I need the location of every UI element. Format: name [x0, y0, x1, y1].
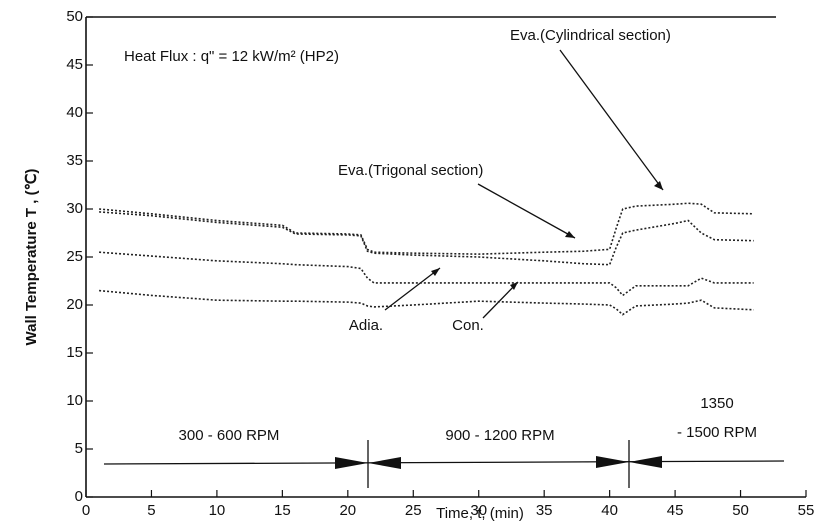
y-tick-label: 50 [66, 8, 83, 25]
x-tick-label: 15 [274, 502, 291, 519]
y-tick-label: 30 [66, 200, 83, 217]
y-tick-label: 35 [66, 152, 83, 169]
x-tick-label: 45 [667, 502, 684, 519]
y-axis-label: Wall Temperature T , (℃) [23, 169, 40, 346]
y-tick-label: 25 [66, 248, 83, 265]
y-tick-label: 15 [66, 344, 83, 361]
arrow-head [654, 181, 663, 190]
arrow-head [596, 456, 629, 468]
series-label: Eva.(Trigonal section) [338, 162, 483, 179]
x-tick-label: 55 [798, 502, 815, 519]
x-tick-label: 10 [209, 502, 226, 519]
y-tick-label: 10 [66, 392, 83, 409]
x-tick-label: 20 [339, 502, 356, 519]
arrow-head [431, 268, 440, 276]
data-line [99, 211, 754, 266]
data-line [99, 202, 754, 255]
x-axis-label: Time, t, (min) [436, 505, 524, 522]
arrow [482, 281, 519, 319]
annotation: 300 - 600 RPM [179, 427, 280, 444]
arrow-head [368, 457, 401, 469]
annotation: - 1500 RPM [677, 424, 757, 441]
arrow [559, 49, 664, 191]
callout-arrows [384, 49, 664, 319]
x-tick-label: 35 [536, 502, 553, 519]
annotation: Heat Flux : q" = 12 kW/m² (HP2) [124, 48, 339, 65]
series-label: Eva.(Cylindrical section) [510, 27, 671, 44]
series-label: Adia. [349, 317, 383, 334]
x-tick-label: 5 [147, 502, 155, 519]
y-tick-label: 0 [75, 488, 83, 505]
arrow-head [565, 231, 575, 238]
y-tick-label: 40 [66, 104, 83, 121]
x-tick-label: 40 [601, 502, 618, 519]
arrow-head [629, 456, 662, 468]
x-tick-label: 0 [82, 502, 90, 519]
annotation: 900 - 1200 RPM [445, 427, 554, 444]
arrow-head [510, 282, 518, 290]
series-label: Con. [452, 317, 484, 334]
y-tick-label: 45 [66, 56, 83, 73]
annotation: 1350 [700, 395, 733, 412]
x-tick-label: 30 [470, 502, 487, 519]
arrow [477, 183, 576, 239]
data-line [99, 251, 754, 297]
arrow [384, 267, 441, 311]
y-tick-label: 5 [75, 440, 83, 457]
x-tick-label: 25 [405, 502, 422, 519]
rpm-line [103, 460, 785, 465]
data-line [99, 289, 754, 316]
arrow-head [335, 457, 368, 469]
rpm-bar [103, 440, 785, 488]
x-tick-label: 50 [732, 502, 749, 519]
y-tick-label: 20 [66, 296, 83, 313]
